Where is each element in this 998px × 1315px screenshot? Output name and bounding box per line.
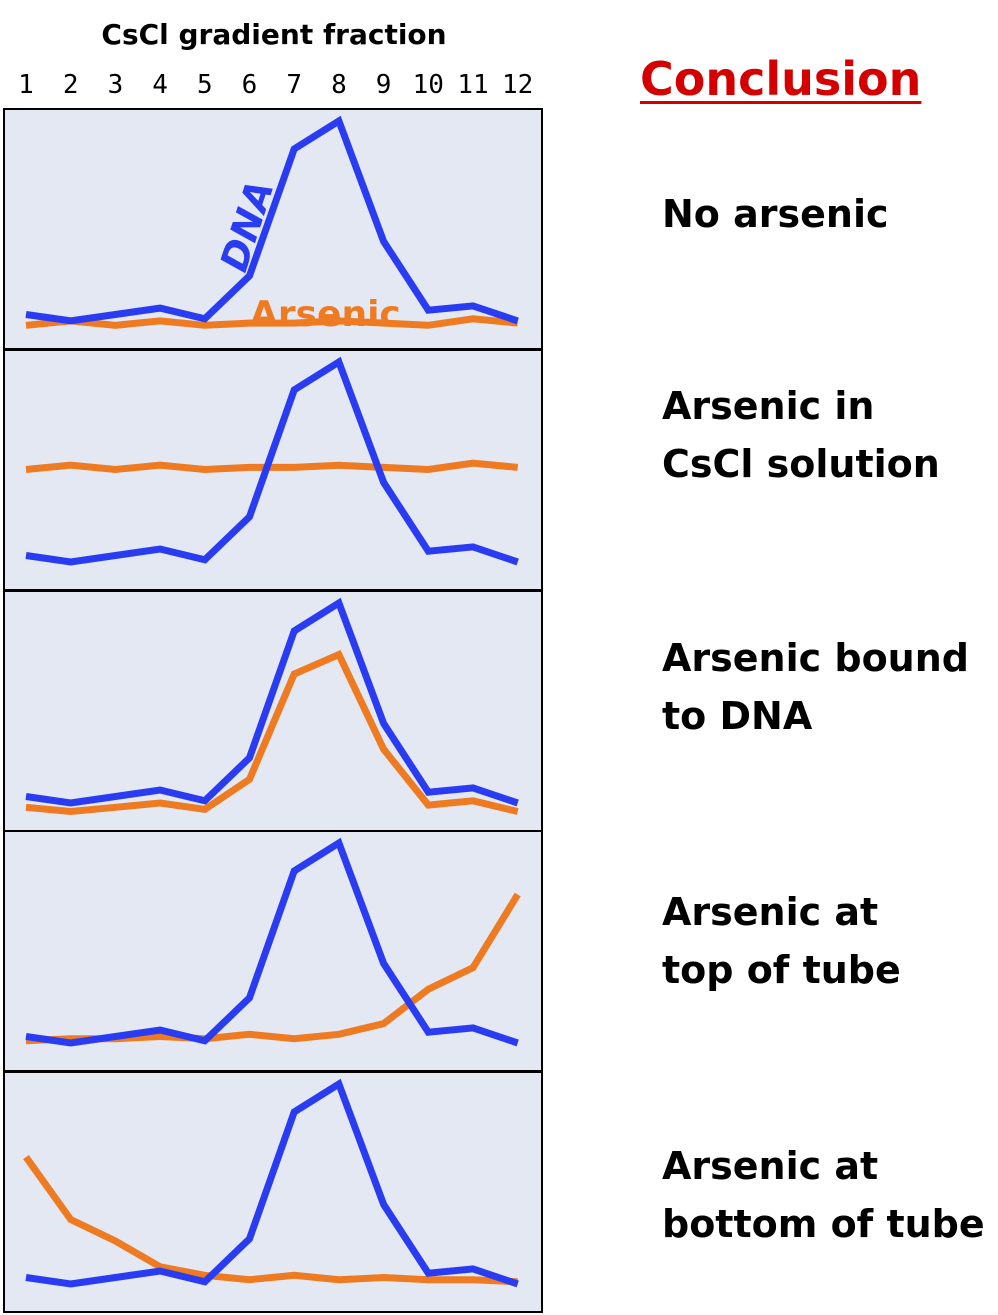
x-tick-label: 7 — [286, 70, 303, 100]
dna-series-line — [25, 837, 519, 1047]
chart-title: CsCl gradient fraction — [101, 18, 447, 51]
arsenic-series-line — [25, 315, 519, 329]
x-tick-label: 4 — [152, 70, 168, 100]
x-tick-label: 11 — [457, 70, 489, 100]
conclusion-line: CsCl solution — [662, 442, 940, 486]
x-tick-label: 8 — [331, 70, 347, 100]
conclusion-line: Arsenic in — [662, 384, 875, 428]
panel-2 — [3, 349, 543, 591]
x-tick-label: 2 — [62, 70, 79, 100]
x-tick-label: 9 — [375, 70, 392, 100]
dna-series-line — [25, 1078, 519, 1288]
conclusion-line: bottom of tube — [662, 1202, 985, 1246]
conclusion-line: No arsenic — [662, 192, 889, 236]
x-tick-label: 12 — [502, 70, 534, 100]
arsenic-series-line — [23, 1155, 518, 1286]
x-tick-label: 6 — [241, 70, 258, 100]
conclusion-text: Arsenic at top of tube — [662, 883, 992, 999]
conclusion-text: Arsenic at bottom of tube — [662, 1137, 992, 1253]
panel-5 — [3, 1071, 543, 1313]
conclusion-line: to DNA — [662, 694, 813, 738]
arsenic-series-line — [25, 650, 519, 816]
conclusion-text: Arsenic bound to DNA — [662, 629, 992, 745]
panel-background — [3, 590, 543, 832]
conclusion-text: No arsenic — [662, 185, 992, 243]
x-tick-label: 1 — [18, 70, 34, 100]
dna-series-line — [25, 115, 519, 325]
x-tick-label: 3 — [107, 70, 124, 100]
dna-series-line — [25, 597, 519, 807]
conclusion-line: Arsenic bound — [662, 636, 969, 680]
dna-series-line — [25, 356, 519, 566]
conclusion-header: Conclusion — [640, 52, 922, 106]
panel-4 — [3, 830, 543, 1072]
conclusion-line: top of tube — [662, 948, 901, 992]
panel-3 — [3, 590, 543, 832]
conclusion-line: Arsenic at — [662, 890, 879, 934]
x-tick-label: 10 — [412, 70, 444, 100]
x-tick-label: 5 — [196, 70, 213, 100]
conclusion-line: Arsenic at — [662, 1144, 879, 1188]
conclusion-text: Arsenic in CsCl solution — [662, 377, 992, 493]
arsenic-series-label: Arsenic — [250, 294, 401, 335]
arsenic-series-line — [25, 459, 519, 474]
